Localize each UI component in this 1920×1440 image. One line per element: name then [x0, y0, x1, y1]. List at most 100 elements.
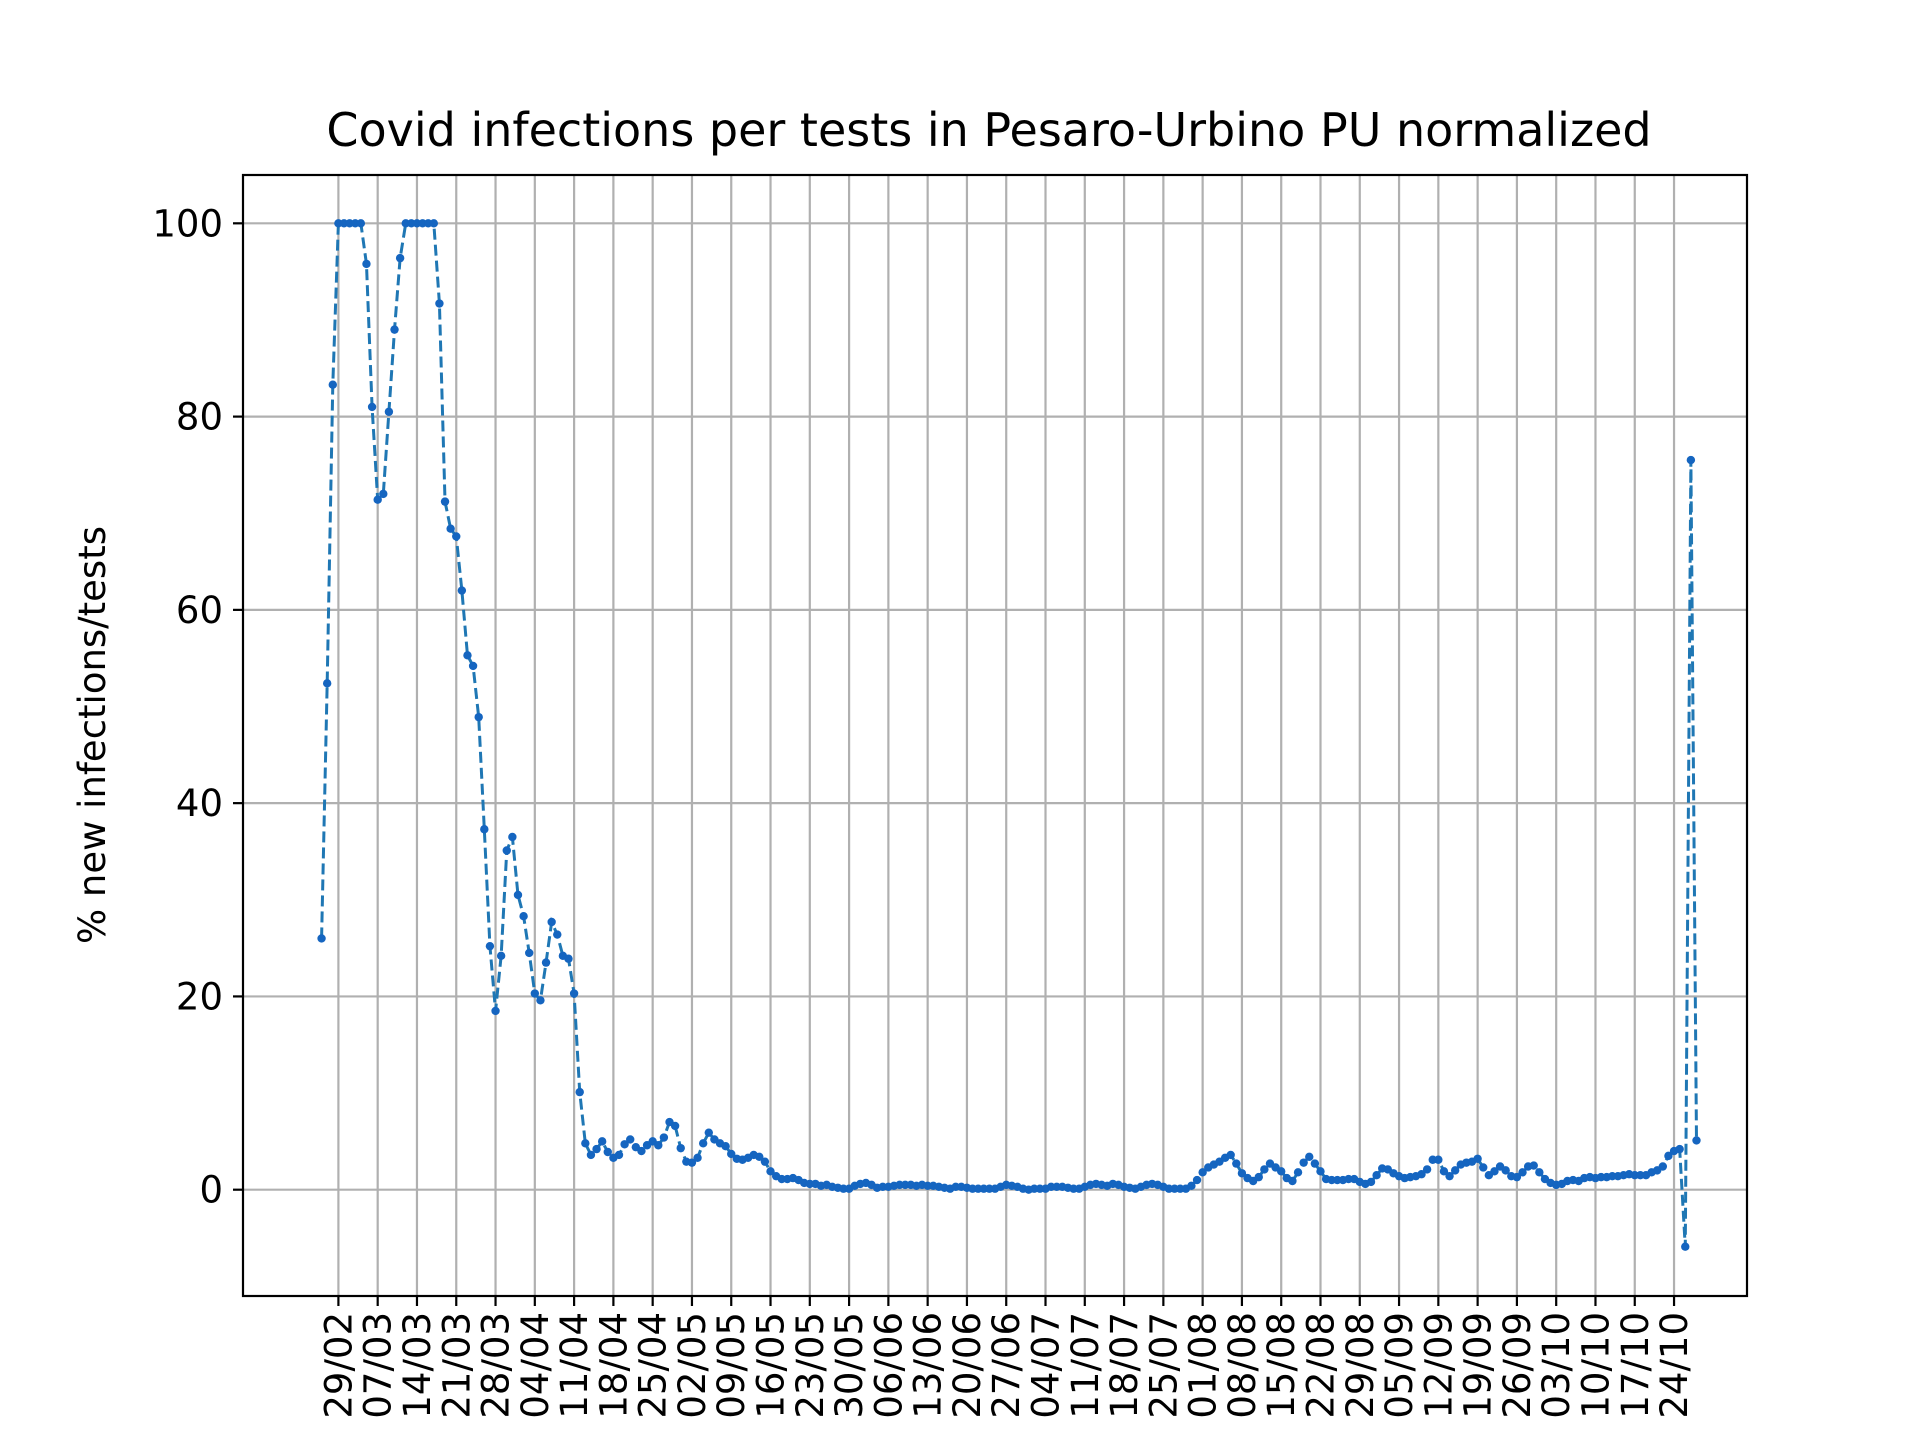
- x-tick-label: 08/08: [1221, 1312, 1264, 1419]
- data-point: [626, 1135, 635, 1144]
- data-point: [676, 1143, 685, 1153]
- data-point: [698, 1139, 708, 1148]
- data-point: [1299, 1158, 1308, 1167]
- x-tick-label: 06/06: [867, 1312, 910, 1419]
- data-point: [553, 930, 562, 939]
- data-point: [1254, 1172, 1263, 1182]
- data-point: [390, 325, 399, 334]
- x-tick-label: 09/05: [710, 1312, 753, 1419]
- x-tick-label: 27/06: [985, 1312, 1028, 1419]
- data-point: [569, 989, 579, 998]
- plot-frame: [241, 173, 1749, 1298]
- data-point: [1232, 1159, 1241, 1168]
- x-tick-label: 26/09: [1496, 1312, 1539, 1419]
- data-point: [721, 1142, 730, 1151]
- x-tick-label: 10/10: [1574, 1312, 1617, 1419]
- data-point: [1658, 1162, 1668, 1171]
- data-point: [379, 489, 388, 499]
- data-point: [687, 1158, 697, 1167]
- data-point: [1450, 1166, 1460, 1175]
- data-point: [367, 402, 377, 412]
- x-tick-label: 29/08: [1339, 1312, 1382, 1419]
- x-tick-label: 15/08: [1260, 1312, 1303, 1419]
- data-point: [457, 586, 467, 595]
- data-point: [586, 1150, 596, 1160]
- y-axis-ticks: 0 20 40 60 80 100: [152, 202, 243, 1212]
- data-point: [1490, 1167, 1499, 1176]
- data-point: [766, 1167, 775, 1176]
- data-point: [581, 1139, 590, 1148]
- data-point: [1473, 1154, 1482, 1163]
- data-point: [328, 380, 337, 389]
- data-point: [1277, 1167, 1286, 1176]
- data-point: [384, 407, 394, 416]
- data-point: [597, 1137, 607, 1146]
- data-point: [1535, 1168, 1544, 1177]
- data-point: [1529, 1161, 1538, 1170]
- x-tick-label: 28/03: [475, 1312, 518, 1419]
- x-tick-label: 17/10: [1614, 1312, 1657, 1419]
- series-points: [317, 219, 1701, 1251]
- y-tick-label: 80: [176, 396, 223, 439]
- data-point: [1288, 1176, 1297, 1186]
- x-tick-label: 04/04: [514, 1312, 557, 1419]
- data-point: [322, 679, 332, 688]
- data-point: [1305, 1152, 1314, 1162]
- data-point: [1198, 1168, 1207, 1177]
- data-point: [1501, 1166, 1510, 1175]
- x-tick-label: 25/07: [1142, 1312, 1185, 1419]
- data-point: [1192, 1175, 1202, 1185]
- data-point: [502, 846, 511, 855]
- data-point: [463, 651, 472, 660]
- data-point: [575, 1087, 584, 1097]
- data-point: [564, 954, 573, 963]
- data-point: [491, 1006, 500, 1016]
- data-point: [508, 832, 517, 842]
- data-point: [1260, 1165, 1269, 1174]
- data-point: [603, 1147, 612, 1157]
- x-tick-label: 13/06: [907, 1312, 950, 1419]
- x-tick-label: 24/10: [1653, 1312, 1696, 1419]
- x-tick-label: 29/02: [317, 1312, 360, 1419]
- data-point: [536, 996, 545, 1005]
- data-point: [620, 1140, 629, 1149]
- x-tick-label: 20/06: [946, 1312, 989, 1419]
- y-gridlines: [243, 222, 1747, 1191]
- x-tick-label: 12/09: [1417, 1312, 1460, 1419]
- x-tick-label: 04/07: [1025, 1312, 1068, 1419]
- data-point: [362, 259, 371, 269]
- data-point: [513, 890, 523, 900]
- data-point: [485, 941, 495, 951]
- data-point: [435, 299, 444, 308]
- data-point: [1417, 1170, 1426, 1179]
- data-point: [1372, 1171, 1381, 1180]
- data-point: [1692, 1136, 1701, 1145]
- data-point: [654, 1141, 663, 1150]
- x-tick-label: 05/09: [1378, 1312, 1421, 1419]
- data-point: [637, 1146, 646, 1156]
- x-tick-label: 07/03: [357, 1312, 400, 1419]
- data-point: [474, 712, 483, 722]
- x-tick-label: 19/09: [1457, 1312, 1500, 1419]
- chart-title: Covid infections per tests in Pesaro-Urb…: [326, 103, 1651, 157]
- data-point: [1686, 455, 1696, 465]
- x-tick-label: 11/07: [1064, 1312, 1107, 1419]
- data-point: [1439, 1167, 1449, 1176]
- data-point: [519, 912, 528, 921]
- data-point: [373, 495, 382, 504]
- data-point: [1226, 1150, 1235, 1160]
- x-tick-label: 22/08: [1299, 1312, 1342, 1419]
- data-point: [1518, 1168, 1527, 1177]
- series-line: [320, 221, 1698, 1247]
- data-point: [446, 524, 455, 533]
- data-point: [1681, 1242, 1690, 1251]
- data-point: [1664, 1151, 1673, 1161]
- y-tick-label: 20: [176, 975, 223, 1018]
- data-point: [541, 958, 551, 967]
- data-point: [525, 948, 534, 958]
- data-point: [614, 1150, 624, 1160]
- x-tick-label: 11/04: [553, 1312, 596, 1419]
- data-point: [693, 1153, 702, 1163]
- x-tick-label: 21/03: [435, 1312, 478, 1419]
